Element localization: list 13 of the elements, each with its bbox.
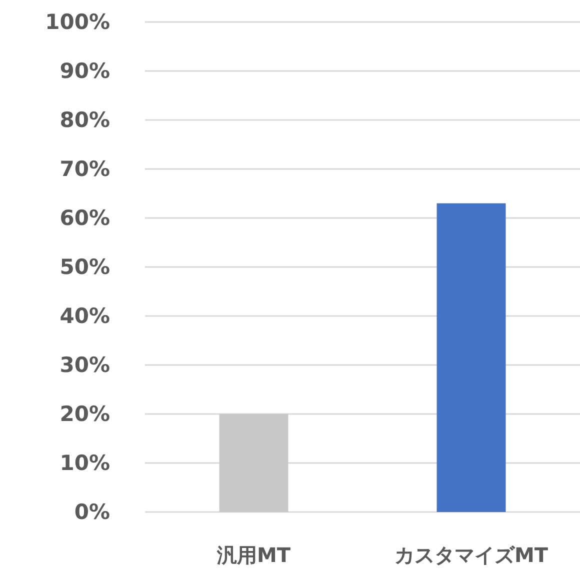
y-tick-label: 0% <box>74 500 110 524</box>
x-tick-label: 汎用MT <box>216 543 291 567</box>
y-tick-label: 20% <box>60 402 110 426</box>
y-tick-label: 10% <box>60 451 110 475</box>
y-tick-label: 80% <box>60 108 110 132</box>
y-tick-label: 50% <box>60 255 110 279</box>
y-tick-label: 40% <box>60 304 110 328</box>
y-tick-label: 30% <box>60 353 110 377</box>
x-tick-label: カスタマイズMT <box>394 543 548 567</box>
y-tick-label: 100% <box>45 10 110 34</box>
y-tick-label: 70% <box>60 157 110 181</box>
y-tick-label: 60% <box>60 206 110 230</box>
y-tick-label: 90% <box>60 59 110 83</box>
